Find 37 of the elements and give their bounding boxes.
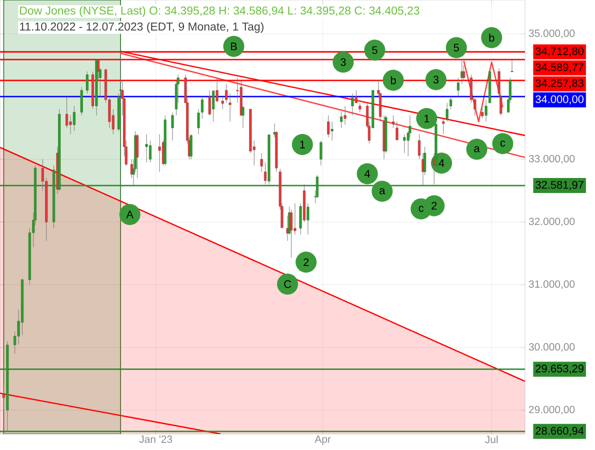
y-tick-label: 35.000,00 bbox=[528, 30, 575, 38]
annotation: a bbox=[380, 188, 386, 194]
annotation: 3 bbox=[433, 76, 439, 84]
x-tick-label: Jan '23 bbox=[139, 436, 172, 443]
annotation: 4 bbox=[438, 159, 444, 167]
x-tick-label: Jul bbox=[485, 436, 498, 444]
annotation: B bbox=[231, 42, 237, 50]
text: 11.10.2022 - 12.07.2023 (EDT, 9 Monate, 1 Tag) bbox=[20, 22, 264, 33]
y-tick-label: 30.000,00 bbox=[528, 343, 575, 352]
annotation: 3 bbox=[340, 58, 346, 66]
annotation: c bbox=[500, 140, 506, 147]
annotation: a bbox=[474, 146, 480, 152]
annotation: 4 bbox=[364, 170, 370, 178]
annotation: 2 bbox=[304, 258, 309, 266]
annotation: 1 bbox=[424, 114, 430, 122]
ref-line-label: 34.257,83 bbox=[536, 79, 584, 88]
annotation: 5 bbox=[372, 46, 378, 54]
annotation: A bbox=[126, 210, 134, 218]
annotation: C bbox=[284, 280, 292, 288]
annotation: b bbox=[489, 34, 494, 42]
ref-line-label: 34.712,80 bbox=[536, 47, 584, 56]
ref-line-label: 32.581,97 bbox=[536, 181, 584, 190]
annotation: 1 bbox=[300, 140, 305, 148]
ref-line-label: 34.589,77 bbox=[536, 63, 584, 72]
y-tick-label: 29.000,00 bbox=[529, 406, 575, 414]
y-tick-label: 33.000,00 bbox=[528, 154, 575, 164]
x-tick-label: Apr bbox=[314, 436, 331, 445]
text: Dow Jones (NYSE, Last) O: 34.395,28 H: 34.586,94 L: 34.395,28 C: 34.405,23 bbox=[20, 6, 420, 17]
annotation: c bbox=[418, 206, 424, 212]
annotation: 5 bbox=[454, 44, 459, 52]
y-tick-label: 32.000,00 bbox=[528, 218, 575, 226]
ref-line-label: 28.660,94 bbox=[536, 426, 584, 436]
y-tick-label: 31.000,00 bbox=[528, 280, 575, 290]
ref-line-label: 29.653,29 bbox=[536, 364, 584, 374]
annotation: 2 bbox=[432, 202, 437, 210]
annotation: b bbox=[390, 76, 396, 84]
ref-line-label: 34.000,00 bbox=[536, 95, 584, 104]
